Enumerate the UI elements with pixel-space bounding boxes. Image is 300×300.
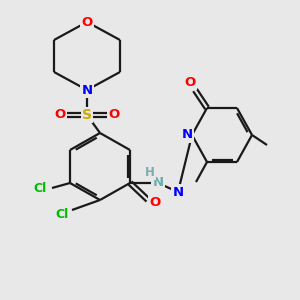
Text: O: O: [81, 16, 93, 28]
Text: N: N: [172, 185, 184, 199]
Text: Cl: Cl: [56, 208, 69, 221]
Text: H: H: [145, 167, 155, 179]
Text: S: S: [82, 108, 92, 122]
Text: N: N: [182, 128, 193, 142]
Text: N: N: [81, 83, 93, 97]
Text: O: O: [149, 196, 161, 209]
Text: O: O: [54, 109, 66, 122]
Text: O: O: [108, 109, 120, 122]
Text: Cl: Cl: [33, 182, 46, 194]
Text: N: N: [152, 176, 164, 190]
Text: O: O: [184, 76, 196, 88]
